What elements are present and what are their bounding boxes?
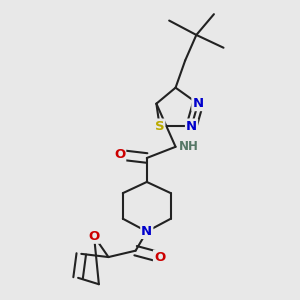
Text: N: N — [186, 119, 197, 133]
Text: O: O — [88, 230, 100, 243]
Text: S: S — [155, 119, 164, 133]
Text: O: O — [114, 148, 125, 161]
Text: N: N — [141, 225, 152, 238]
Text: NH: NH — [178, 140, 198, 153]
Text: O: O — [154, 250, 165, 264]
Text: N: N — [192, 97, 203, 110]
